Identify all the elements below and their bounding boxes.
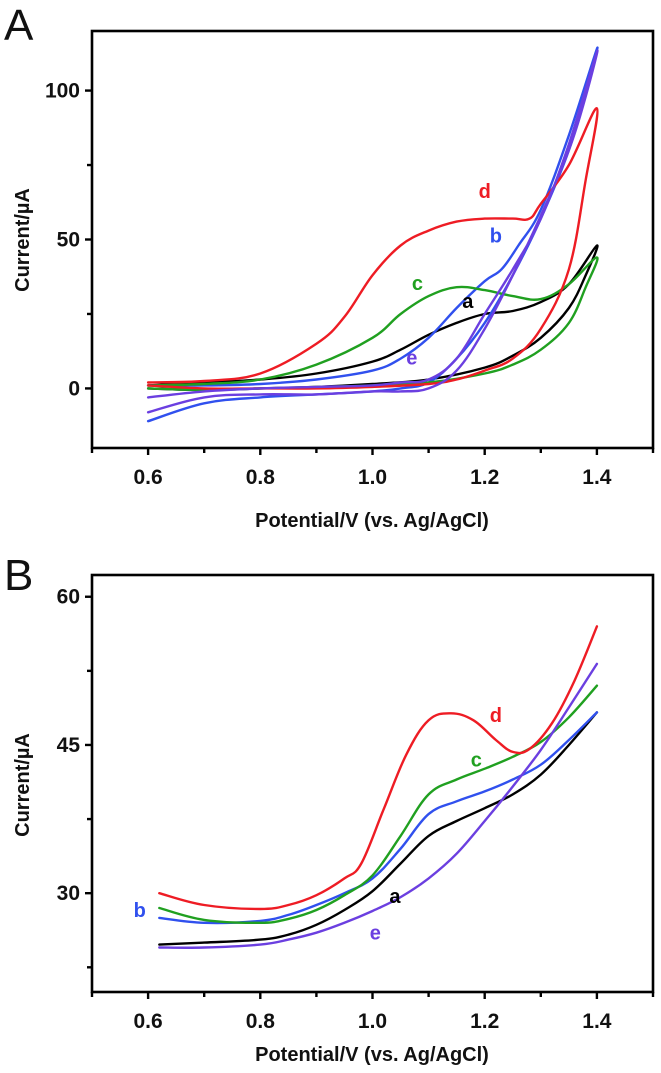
- panel-b-x-tick-label: 1.0: [358, 1010, 387, 1033]
- panel-a-x-tick-label: 0.8: [246, 466, 276, 489]
- panel-b-series-b: [158, 711, 599, 925]
- panel-b-series-label-e: e: [370, 923, 381, 945]
- panel-a-series-b: [146, 46, 599, 423]
- panel-b-x-tick-label: 1.2: [470, 1010, 499, 1033]
- panel-b-series-label-c: c: [471, 750, 482, 772]
- panel-b-y-tick-label: 60: [57, 586, 80, 609]
- panel-a-curve-labels: a b c d e: [406, 181, 502, 370]
- panel-b-series-d: [158, 625, 599, 911]
- panel-a-series-e: [146, 49, 599, 414]
- panel-b-series-label-d: d: [490, 705, 502, 727]
- panel-b-y-axis-label: Current/µA: [12, 733, 34, 837]
- panel-a-x-tick-label: 0.6: [133, 466, 162, 489]
- panel-b-x-tick-label: 1.4: [582, 1010, 612, 1033]
- panel-a-series-label-d: d: [479, 181, 491, 203]
- panel-b-series-label-b: b: [134, 900, 146, 922]
- panel-a-x-axis-label: Potential/V (vs. Ag/AgCl): [255, 510, 489, 532]
- panel-a: A a b c d e 0.6 0.8 1.0 1.2 1.4 0 50 100 Potential/…: [4, 1, 655, 532]
- panel-a-x-tick-label: 1.4: [582, 466, 612, 489]
- panel-b-series-a: [158, 711, 599, 946]
- panel-a-axes: 0.6 0.8 1.0 1.2 1.4 0 50 100: [45, 80, 655, 489]
- panel-b-x-axis-label: Potential/V (vs. Ag/AgCl): [255, 1044, 489, 1066]
- panel-b-series-label-a: a: [389, 886, 401, 908]
- panel-a-series-a: [146, 244, 599, 392]
- panel-a-series-label-a: a: [462, 291, 474, 313]
- panel-a-label: A: [4, 1, 34, 50]
- panel-b-axes: 0.6 0.8 1.0 1.2 1.4 30 45 60: [57, 586, 655, 1033]
- panel-a-y-tick-label: 100: [45, 80, 80, 103]
- panel-a-y-tick-label: 0: [68, 377, 80, 400]
- panel-a-x-tick-label: 1.0: [358, 466, 387, 489]
- panel-b-curve-labels: a b c d e: [134, 705, 502, 944]
- panel-a-series-label-c: c: [412, 273, 423, 295]
- panel-a-y-tick-label: 50: [57, 229, 80, 252]
- panel-a-y-axis-label: Current/µA: [12, 188, 34, 292]
- panel-a-series-label-b: b: [490, 225, 502, 247]
- panel-a-series-label-e: e: [406, 348, 417, 370]
- panel-b-y-tick-label: 30: [57, 882, 80, 905]
- panel-b-x-tick-label: 0.6: [133, 1010, 162, 1033]
- panel-a-series-d: [146, 107, 599, 390]
- panel-b-series-e: [158, 662, 599, 949]
- panel-a-x-tick-label: 1.2: [470, 466, 499, 489]
- panel-b: B a b c d e 0.6 0.8 1.0 1.2 1.4 30 45 60 Potential/…: [4, 551, 655, 1066]
- panel-b-label: B: [4, 551, 33, 600]
- panel-b-x-tick-label: 0.8: [246, 1010, 276, 1033]
- panel-b-y-tick-label: 45: [57, 734, 81, 757]
- panel-a-curves: [146, 46, 599, 423]
- panel-b-curves: [158, 625, 599, 949]
